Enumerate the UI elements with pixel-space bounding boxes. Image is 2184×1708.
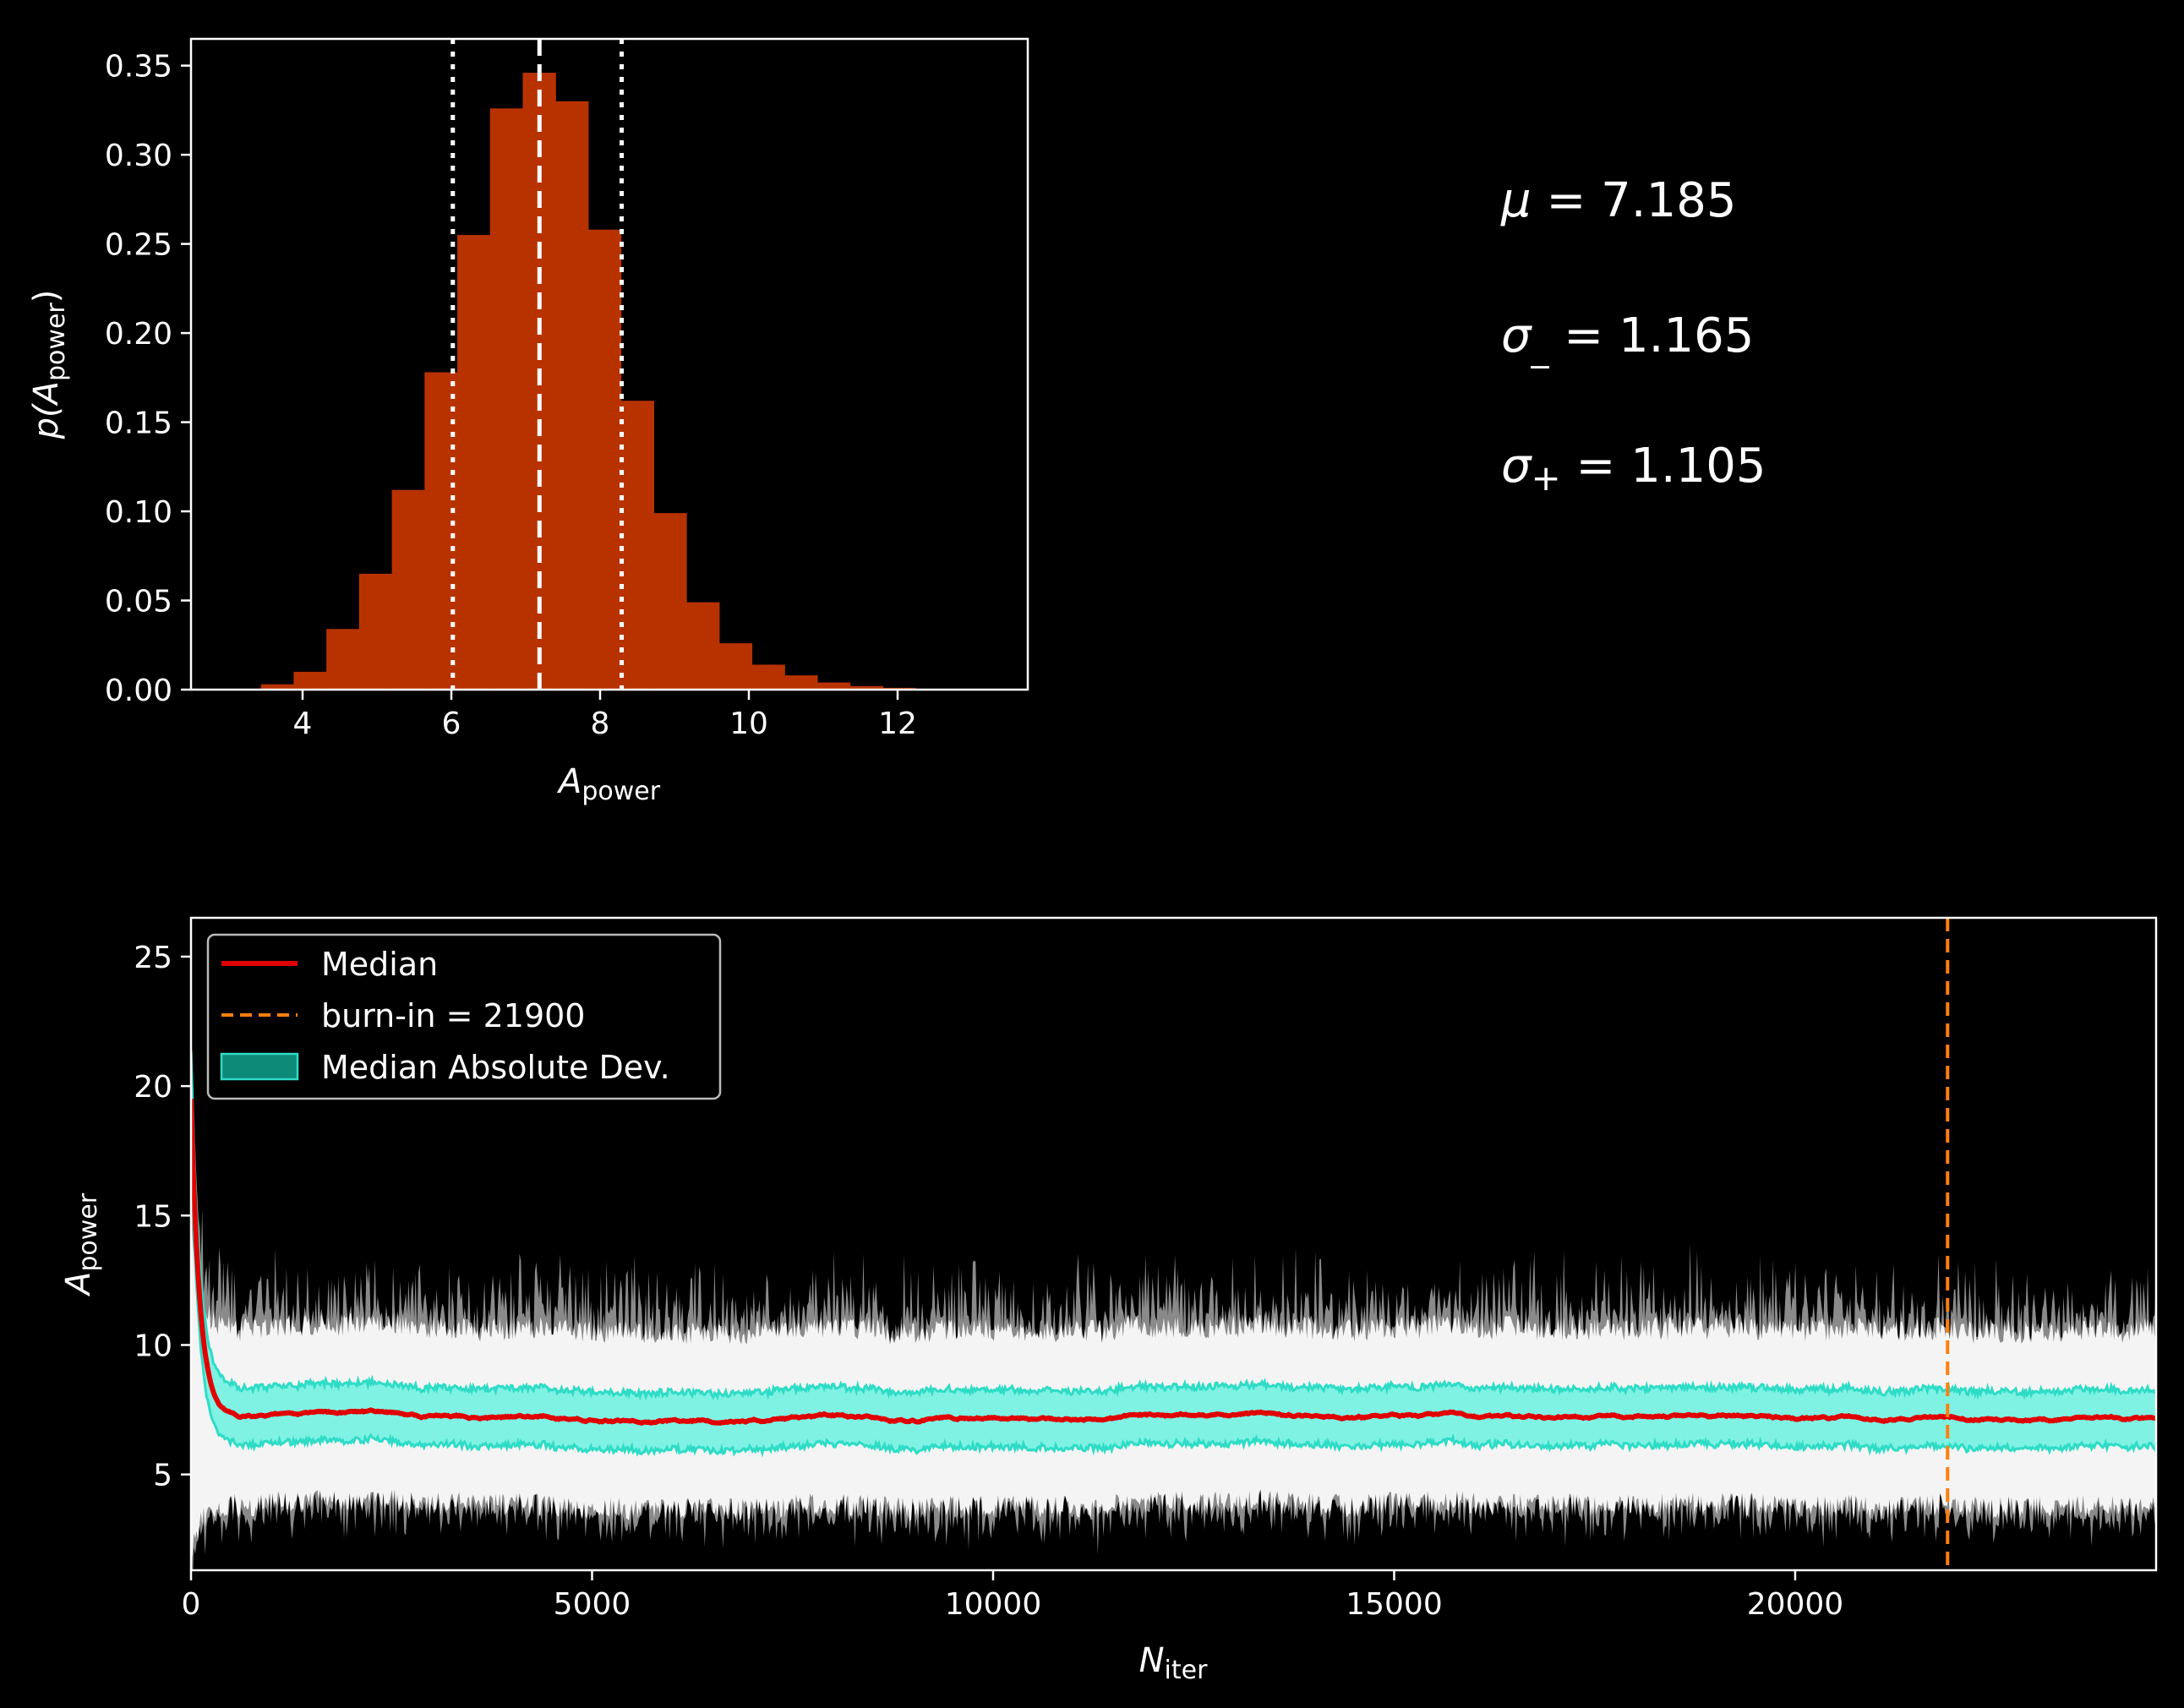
histogram-bar (784, 675, 818, 690)
trace-chart: 0 5000 10000 15000 20000 5 10 15 20 25 Niter Apo… (59, 916, 2158, 1685)
legend-label-mad: Median Absolute Dev. (321, 1049, 670, 1086)
histogram-frame (189, 37, 1029, 691)
trace-y-tick-label: 15 (134, 1199, 172, 1234)
legend-swatch-mad (220, 1052, 299, 1081)
histogram-x-tick-label: 8 (591, 707, 610, 741)
stat-sigma-plus: σ+ = 1.105 (1501, 439, 1766, 499)
trace-y-tick-label: 20 (134, 1070, 172, 1105)
statistics-summary: μ = 7.185 σ_ = 1.165 σ+ = 1.105 (1500, 173, 1766, 499)
histogram-bar (293, 671, 327, 690)
histogram-y-tick-label: 0.00 (105, 674, 172, 708)
histogram-bar (489, 108, 524, 690)
stat-sigma-minus: σ_ = 1.165 (1501, 308, 1754, 368)
histogram-y-tick-label: 0.35 (105, 50, 172, 85)
histogram-bar (718, 643, 753, 690)
histogram-x-tick-label: 10 (729, 707, 768, 741)
trace-frame (189, 916, 2158, 1572)
legend-label-median: Median (321, 946, 438, 983)
histogram-bar (457, 235, 491, 690)
histogram-y-ticks: 0.00 0.05 0.10 0.15 0.20 0.25 0.30 0.35 (105, 50, 191, 708)
histogram-x-tick-label: 4 (293, 707, 313, 741)
histogram-bar (816, 682, 851, 690)
histogram-x-ticks: 4 6 8 10 12 (293, 690, 917, 741)
trace-x-ticks: 0 5000 10000 15000 20000 (182, 1570, 1844, 1622)
histogram-bar (849, 685, 883, 690)
histogram-bar (391, 489, 425, 690)
trace-y-ticks: 5 10 15 20 25 (134, 941, 191, 1493)
histogram-quantile-lines (450, 39, 625, 690)
trace-x-tick-label: 15000 (1346, 1587, 1443, 1622)
histogram-bar (358, 573, 393, 690)
histogram-y-axis-label: p(Apower) (27, 290, 71, 440)
trace-x-tick-label: 5000 (554, 1587, 631, 1622)
trace-y-tick-label: 5 (153, 1459, 172, 1493)
legend-box (206, 933, 722, 1100)
histogram-x-tick-label: 12 (878, 707, 917, 741)
trace-y-axis-label: Apower (59, 1192, 103, 1297)
trace-x-tick-label: 20000 (1747, 1587, 1844, 1622)
histogram-x-tick-label: 6 (442, 707, 461, 741)
histogram-y-tick-label: 0.15 (105, 407, 172, 441)
histogram-bar (620, 401, 654, 690)
histogram-bar (326, 629, 360, 690)
histogram-y-tick-label: 0.05 (105, 585, 172, 619)
histogram-y-tick-label: 0.20 (105, 317, 172, 352)
median-line (191, 1099, 2156, 1427)
trace-x-axis-label: Niter (1139, 1641, 1208, 1685)
mad-lower-edge (191, 1147, 2156, 1458)
legend-label-burn-in: burn-in = 21900 (321, 997, 585, 1034)
histogram-y-tick-label: 0.25 (105, 228, 172, 263)
trace-y-tick-label: 25 (134, 941, 172, 975)
legend: Median burn-in = 21900 Median Absolute D… (206, 933, 722, 1100)
mad-upper-edge (191, 1050, 2156, 1401)
histogram-y-tick-label: 0.30 (105, 139, 172, 173)
histogram-bar (653, 513, 687, 690)
trace-x-tick-label: 0 (182, 1587, 201, 1622)
stat-mu: μ = 7.185 (1500, 173, 1736, 228)
histogram-bar (260, 684, 295, 690)
trace-x-tick-label: 10000 (945, 1587, 1042, 1622)
histogram-bar (555, 101, 589, 690)
histogram-chart: 4 6 8 10 12 0.00 0.05 0.10 0.15 0.20 0.25 0.30 0.35… (27, 37, 1029, 806)
trace-y-tick-label: 10 (134, 1329, 172, 1363)
histogram-bar (751, 664, 785, 690)
histogram-bar (587, 229, 622, 690)
histogram-x-axis-label: Apower (556, 762, 661, 806)
histogram-y-tick-label: 0.10 (105, 495, 172, 530)
histogram-bar (686, 602, 720, 690)
